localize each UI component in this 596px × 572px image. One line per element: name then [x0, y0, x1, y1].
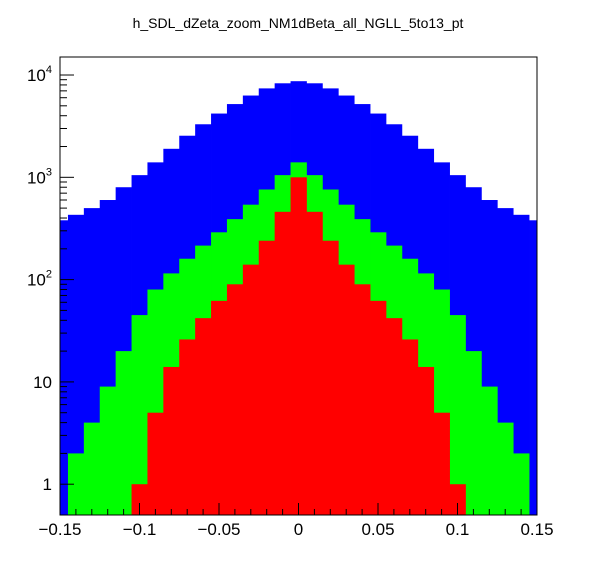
- histogram-bars: [60, 81, 538, 516]
- x-tick-label: 0: [294, 520, 303, 539]
- bar: [131, 484, 148, 515]
- x-tick-label: −0.1: [123, 520, 157, 539]
- bar: [513, 214, 530, 515]
- x-axis: −0.15 −0.1 −0.05 0 0.05 0.1 0.15: [38, 503, 554, 539]
- y-tick-label: 1: [43, 475, 52, 494]
- chart-title: h_SDL_dZeta_zoom_NM1dBeta_all_NGLL_5to13…: [133, 15, 464, 31]
- y-tick-label: 104: [27, 64, 52, 85]
- bar: [529, 220, 538, 516]
- bar: [67, 214, 85, 515]
- bar: [370, 300, 387, 515]
- bar: [338, 264, 355, 515]
- bar: [354, 284, 371, 515]
- bar: [274, 211, 291, 515]
- bar: [60, 220, 69, 516]
- bar: [131, 315, 148, 515]
- bar: [163, 366, 180, 515]
- bar: [513, 453, 530, 515]
- bar: [226, 284, 244, 515]
- bar: [385, 318, 403, 515]
- y-tick-label: 103: [27, 166, 52, 187]
- bar: [290, 177, 307, 515]
- bar: [322, 240, 339, 515]
- bar: [497, 422, 514, 515]
- bar: [306, 211, 323, 515]
- x-tick-label: −0.05: [197, 520, 240, 539]
- bar: [83, 422, 101, 515]
- bar: [242, 264, 260, 515]
- bar: [417, 366, 435, 515]
- bar: [481, 386, 498, 515]
- bar: [258, 240, 276, 515]
- series-2: [131, 177, 466, 515]
- bar: [449, 315, 466, 515]
- x-tick-label: −0.15: [38, 520, 81, 539]
- bar: [195, 318, 212, 515]
- bar: [401, 339, 419, 515]
- bar: [115, 351, 132, 515]
- bar: [179, 339, 196, 515]
- bar: [449, 484, 466, 515]
- y-tick-label: 102: [27, 269, 52, 290]
- x-tick-label: 0.1: [446, 520, 470, 539]
- bar: [147, 412, 164, 515]
- bar: [433, 412, 450, 515]
- bar: [465, 351, 482, 515]
- y-tick-label: 10: [33, 373, 52, 392]
- bar: [211, 300, 228, 515]
- x-tick-label: 0.15: [520, 520, 553, 539]
- bar: [67, 453, 85, 515]
- y-axis: 1 10 102 103 104: [27, 64, 74, 494]
- bar: [99, 386, 117, 515]
- x-tick-label: 0.05: [361, 520, 394, 539]
